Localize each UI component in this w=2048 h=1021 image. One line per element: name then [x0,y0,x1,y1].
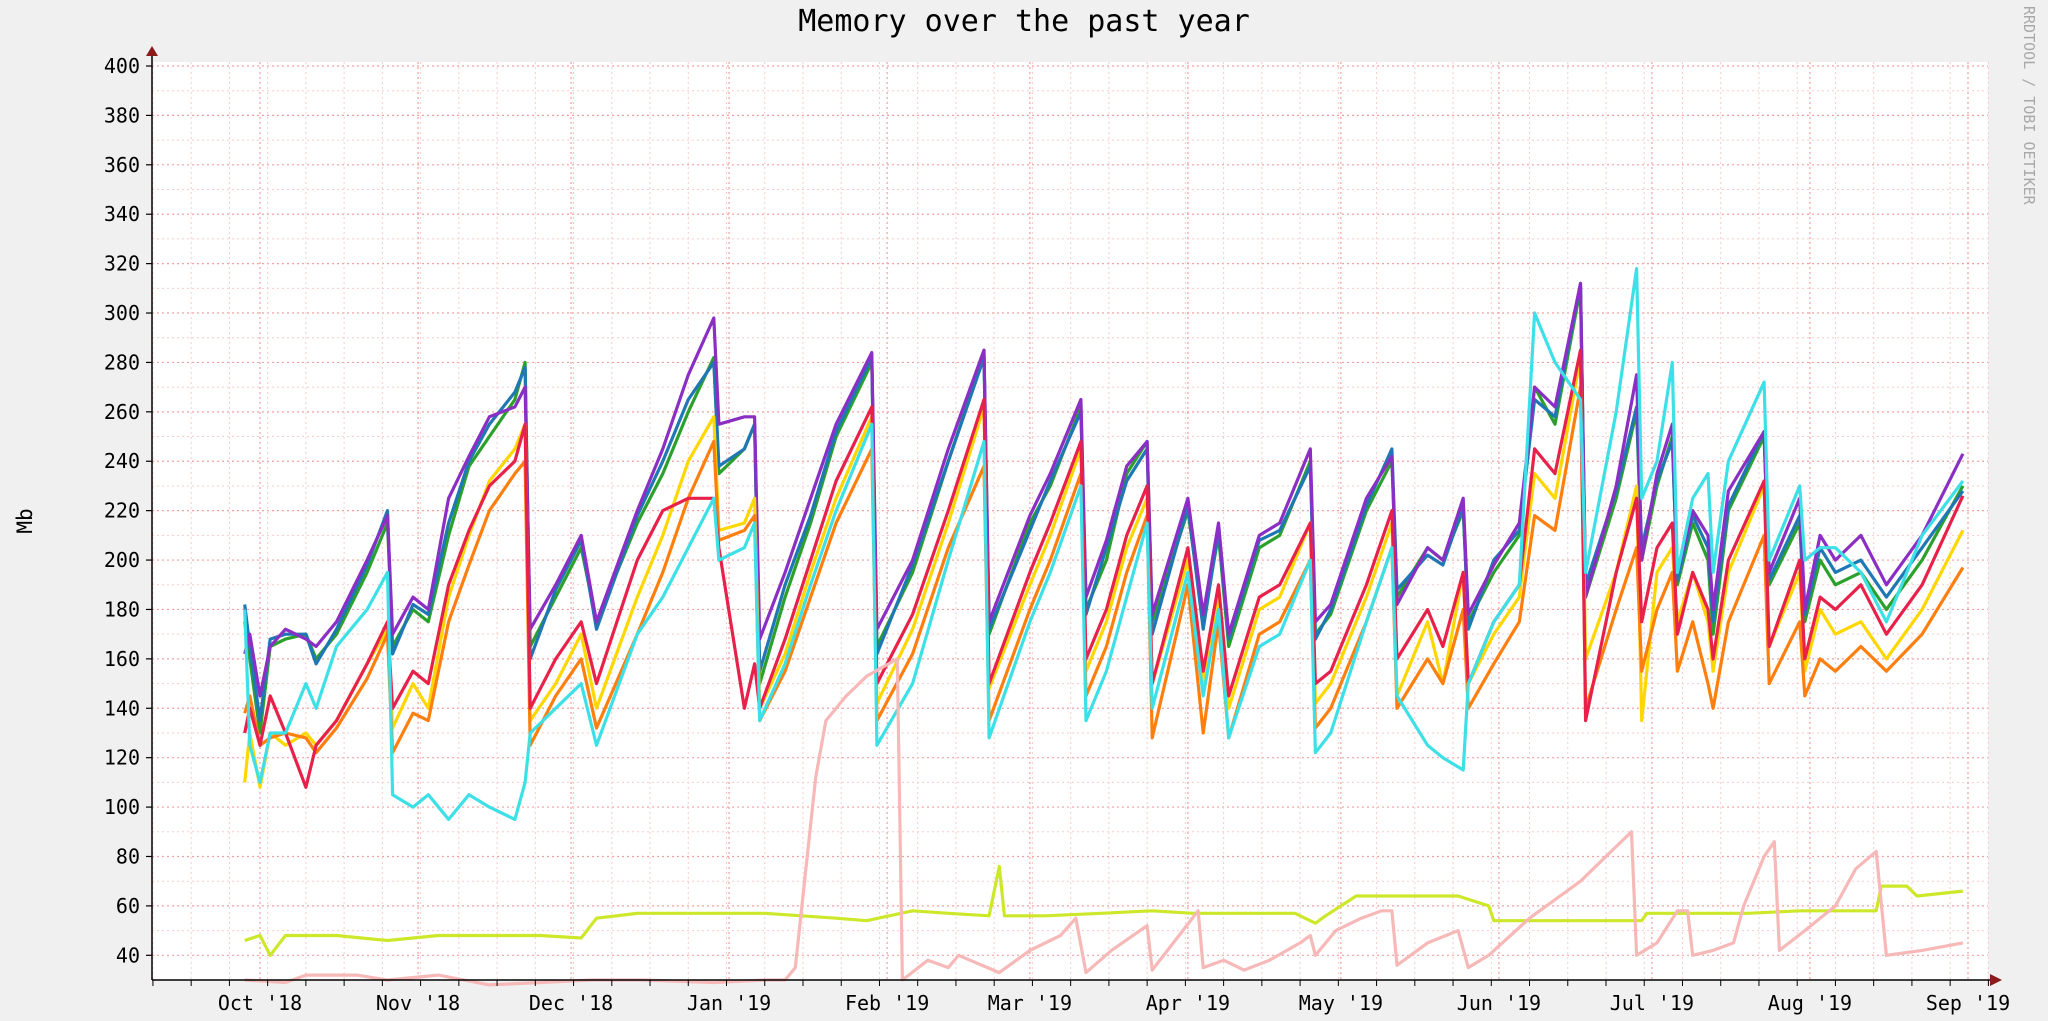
series-line-8 [244,864,1964,957]
axes [146,46,2002,986]
watermark: RRDTOOL / TOBI OETIKER [2020,6,2038,206]
x-tick-label: Oct '18 [218,991,302,1015]
y-tick-label: 160 [104,647,140,671]
y-tick-label: 180 [104,597,140,621]
y-tick-label: 320 [104,252,140,276]
y-axis-label: Mb [13,508,37,533]
x-tick-label: Jan '19 [687,991,771,1015]
y-tick-label: 60 [116,894,140,918]
y-tick-label: 400 [104,54,140,78]
x-tick-label: Mar '19 [988,991,1072,1015]
y-tick-label: 220 [104,499,140,523]
series-line-7 [243,267,1965,822]
x-axis-arrow [1990,974,2002,986]
y-tick-label: 100 [104,795,140,819]
y-tick-label: 140 [104,696,140,720]
y-tick-label: 280 [104,350,140,374]
x-tick-label: Feb '19 [845,991,929,1015]
tick-labels: 40 60 80 100 120 140 160 180 200 220 240 260 280 300 3… [104,54,2010,1015]
x-tick-label: Dec '18 [529,991,613,1015]
x-tick-label: Nov '18 [376,991,460,1015]
y-axis-arrow [146,46,158,56]
chart-title: Memory over the past year [798,4,1250,39]
series-line-5 [243,385,1965,755]
x-tick-label: Jul '19 [1610,991,1694,1015]
y-tick-label: 380 [104,103,140,127]
x-tick-label: May '19 [1299,991,1383,1015]
series-line-6 [243,348,1965,789]
y-tick-label: 360 [104,153,140,177]
y-tick-label: 300 [104,301,140,325]
x-tick-label: Sep '19 [1926,991,2010,1015]
y-tick-label: 260 [104,400,140,424]
y-tick-label: 240 [104,449,140,473]
x-tick-label: Aug '19 [1768,991,1852,1015]
y-tick-label: 40 [116,943,140,967]
x-tick-label: Jun '19 [1457,991,1541,1015]
y-tick-label: 120 [104,746,140,770]
x-tick-label: Apr '19 [1146,991,1230,1015]
y-tick-label: 200 [104,548,140,572]
y-tick-label: 340 [104,202,140,226]
y-tick-label: 80 [116,844,140,868]
